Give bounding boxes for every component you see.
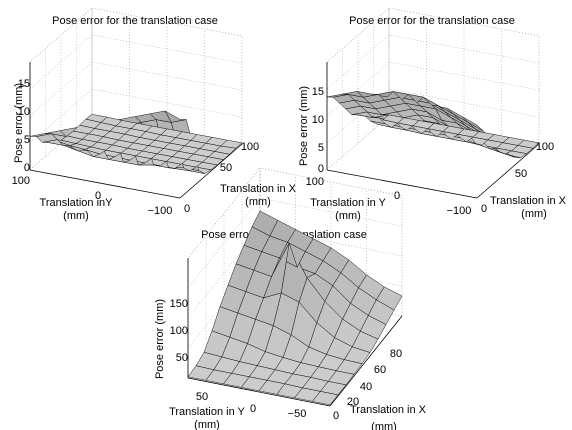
plot-3-x-label-line1: Translation in X [350,404,427,416]
plot-3-y-tick-neg50: −50 [288,408,307,420]
plot-2-y-label-line1: Translation in Y [310,197,386,209]
plot-1-z-tick-5: 5 [24,134,30,146]
plot-2-title: Pose error for the translation case [349,15,515,27]
plot-3-y-label-line1: Translation in Y [169,406,245,418]
plot-2-x-label-line2: (mm) [521,208,547,220]
plot-1-y-tick-0: 0 [95,190,101,202]
plot-2-z-label: Pose error (mm) [298,86,310,166]
plot-2-axes-frame [326,7,540,199]
plot-3-y-tick-50: 50 [196,391,208,403]
plot-2-axis-line [326,169,478,199]
plot-3-y-label-line2: (mm) [194,419,220,430]
plot-1-surface-patch [29,133,52,137]
plot-3-z-tick-100: 100 [170,325,188,337]
plot-3-surface-patch [187,365,215,381]
plot-1-surface [29,110,243,174]
plot-3-z-label: Pose error (mm) [154,299,166,379]
plot-1-y-label-line2: (mm) [63,210,89,222]
plot-3-y-tick-0: 0 [250,403,256,415]
plot-1-x-label-line2: (mm) [245,196,271,208]
plot-3-gridline [259,197,403,227]
plot-3-x-label-line2: (mm) [371,421,397,430]
plot-1-x-tick-0: 0 [184,203,190,215]
plot-2-axis-line [476,143,540,199]
plot-3-axis-line [329,315,403,407]
plot-3-x-tick-40: 40 [360,381,372,393]
plot-1-axis-line [29,169,181,199]
plot-3-x-tick-60: 60 [374,364,386,376]
plot-1-y-tick-100: 100 [12,175,30,187]
plot-3-x-tick-80: 80 [390,348,402,360]
plot-2-z-tick-10: 10 [312,114,324,126]
plot-3-z-tick-150: 150 [170,298,188,310]
plot-1-y-tick-neg100: −100 [148,205,173,217]
plot-1-y-label-line1: Translation inY [40,197,114,209]
plot-2-y-tick-0: 0 [394,190,400,202]
plot-2-z-tick-5: 5 [318,142,324,154]
plot-2-z-tick-15: 15 [312,86,324,98]
plot-1-x-tick-100: 100 [241,141,259,153]
surface-plot-3: Pose error for the translation case 150 … [154,167,427,430]
plot-1-z-tick-10: 10 [18,106,30,118]
plot-2-x-tick-0: 0 [481,203,487,215]
plot-3-gridline [187,197,261,289]
plot-2-x-tick-50: 50 [515,168,527,180]
plot-1-x-label-line1: Translation in X [220,183,297,195]
plot-1-z-label: Pose error (mm) [13,83,25,163]
surface-plot-2: Pose error for the translation case 15 1… [298,7,567,222]
plot-2-y-label-line2: (mm) [335,210,361,222]
plot-2-back-wall-0 [326,7,390,171]
plot-3-surface [187,210,403,406]
plot-2-x-label-line1: Translation in X [490,195,567,207]
plot-2-z-tick-0: 0 [318,163,324,175]
plot-2-surface [326,90,540,159]
plot-1-z-tick-0: 0 [24,162,30,174]
plot-3-z-tick-50: 50 [176,352,188,364]
plot-3-x-tick-20: 20 [347,396,359,408]
plot-3-x-tick-0: 0 [333,410,339,422]
plot-1-title: Pose error for the translation case [52,15,218,27]
plot-2-x-tick-100: 100 [536,141,554,153]
plot-1-z-tick-15: 15 [18,78,30,90]
plot-2-y-tick-100: 100 [306,176,324,188]
surface-plot-1: Pose error for the translation case 15 1… [12,7,297,222]
plot-2-surface-patch [326,93,349,98]
plot-2-y-tick-neg100: −100 [447,205,472,217]
plot-1-x-tick-50: 50 [220,162,232,174]
plot-1-axis-line [179,143,243,199]
plot-3-axis-line [187,377,331,407]
